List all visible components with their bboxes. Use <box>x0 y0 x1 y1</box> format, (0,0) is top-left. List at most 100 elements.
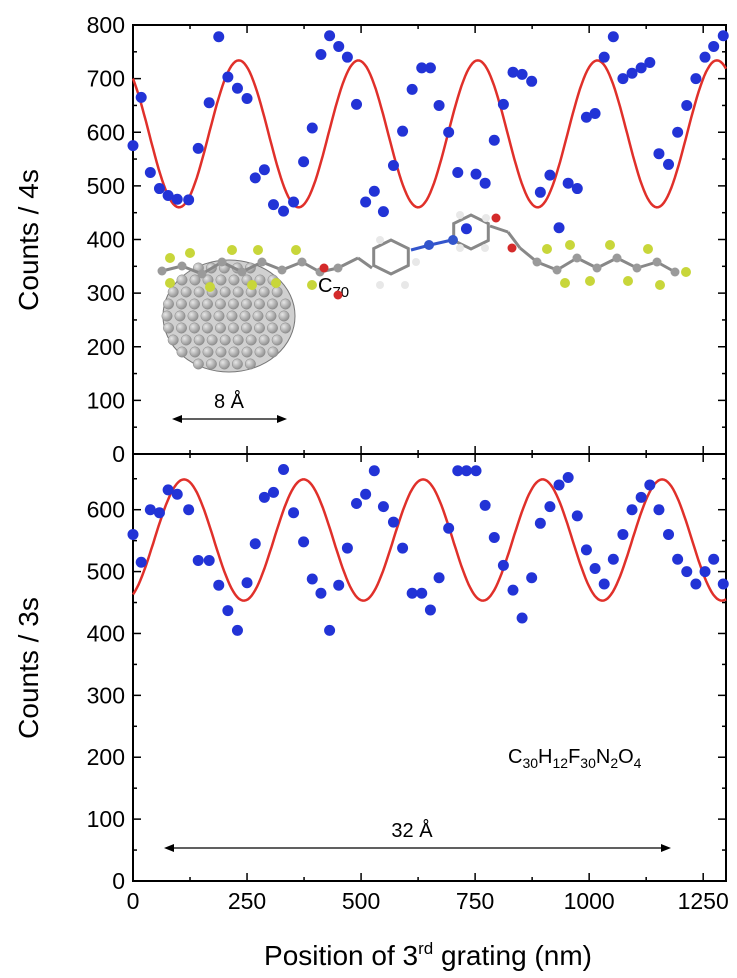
top-data-point <box>699 51 711 63</box>
x-tick-label: 500 <box>342 888 380 914</box>
bottom-data-point <box>315 587 327 599</box>
top-data-point <box>315 48 327 60</box>
x-tick-label: 750 <box>456 888 494 914</box>
top-data-point <box>708 40 720 52</box>
top-data-point <box>717 30 729 42</box>
top-data-point <box>127 140 139 152</box>
bottom-data-point <box>171 488 183 500</box>
bottom-data-point <box>571 510 583 522</box>
bottom-data-point <box>681 566 693 578</box>
top-data-point <box>298 156 310 168</box>
top-data-point <box>544 169 556 181</box>
long-molecule-scale-arrow <box>164 844 671 852</box>
y-tick-label: 0 <box>112 441 125 467</box>
bottom-data-point <box>534 517 546 529</box>
bottom-data-point <box>470 465 482 477</box>
bottom-data-point <box>663 528 675 540</box>
bottom-data-point <box>258 491 270 503</box>
bottom-data-point <box>368 465 380 477</box>
top-data-point <box>416 62 428 74</box>
bottom-data-point <box>544 501 556 513</box>
bottom-data-point <box>452 465 464 477</box>
x-tick-label: 1000 <box>564 888 615 914</box>
top-data-point <box>452 166 464 178</box>
y-tick-label: 300 <box>87 280 125 306</box>
top-data-point <box>192 142 204 154</box>
top-data-point <box>222 71 234 83</box>
bottom-data-point <box>516 612 528 624</box>
top-data-point <box>241 92 253 104</box>
top-data-point <box>617 73 629 85</box>
top-data-point <box>267 199 279 211</box>
bottom-data-point <box>377 501 389 513</box>
bottom-data-point <box>708 553 720 565</box>
bottom-data-point <box>397 542 409 554</box>
y-tick-label: 100 <box>87 806 125 832</box>
bottom-panel-frame <box>132 453 727 882</box>
bottom-data-point <box>144 504 156 516</box>
bottom-data-point <box>278 463 290 475</box>
top-data-point <box>690 73 702 85</box>
bottom-data-point <box>406 587 418 599</box>
top-data-point <box>626 67 638 79</box>
top-data-point <box>635 62 647 74</box>
bottom-data-point <box>288 507 300 519</box>
y-tick-label: 500 <box>87 173 125 199</box>
top-data-point <box>516 68 528 80</box>
top-data-point <box>351 98 363 110</box>
top-data-point <box>144 166 156 178</box>
x-tick-label: 250 <box>228 888 266 914</box>
bottom-data-point <box>324 624 336 636</box>
x-axis-title: Position of 3rd grating (nm) <box>264 939 592 971</box>
bottom-data-point <box>717 578 729 590</box>
top-data-point <box>406 83 418 95</box>
bottom-data-point <box>183 504 195 516</box>
top-data-point <box>360 196 372 208</box>
top-data-point <box>534 186 546 198</box>
bottom-data-point <box>433 572 445 584</box>
top-data-point <box>278 205 290 217</box>
bottom-data-point <box>626 504 638 516</box>
top-data-point <box>213 31 225 43</box>
bottom-data-point <box>562 472 574 484</box>
top-data-point <box>341 51 353 63</box>
bottom-data-point <box>460 465 472 477</box>
bottom-data-point <box>507 584 519 596</box>
top-data-point <box>663 158 675 170</box>
x-axis: 0 250 500 750 1000 1250 <box>127 25 729 914</box>
bottom-data-point <box>249 538 261 550</box>
bottom-data-point <box>127 528 139 540</box>
top-data-point <box>607 31 619 43</box>
bottom-data-point <box>653 504 665 516</box>
top-data-point <box>653 148 665 160</box>
top-data-point <box>324 30 336 42</box>
top-data-point <box>497 98 509 110</box>
bottom-data-point <box>589 562 601 574</box>
top-data-point <box>507 66 519 78</box>
y-tick-label: 300 <box>87 682 125 708</box>
top-data-point <box>526 75 538 87</box>
bottom-data-point <box>553 479 565 491</box>
bottom-data-point <box>231 624 243 636</box>
bottom-data-point <box>333 579 345 591</box>
y-tick-label: 600 <box>87 497 125 523</box>
top-data-point <box>571 183 583 195</box>
bottom-data-point <box>443 522 455 534</box>
top-data-point <box>672 126 684 138</box>
y-tick-label: 400 <box>87 227 125 253</box>
y-tick-label: 0 <box>112 868 125 894</box>
x-tick-label: 1250 <box>678 888 729 914</box>
bottom-data-point <box>360 488 372 500</box>
c70-formula-label: C70 <box>318 275 349 301</box>
top-data-point <box>443 126 455 138</box>
long-molecule-formula-label: C30H12F30N2O4 <box>508 746 642 771</box>
top-y-axis: 0 100 200 300 400 500 600 700 800 <box>87 12 726 467</box>
top-data-point <box>162 190 174 202</box>
top-data-point <box>203 97 215 109</box>
c70-scale-label: 8 Å <box>214 390 245 413</box>
bottom-data-point <box>306 573 318 585</box>
fluorinated-azobenzene-molecule-illustration <box>157 211 691 300</box>
bottom-data-point <box>424 604 436 616</box>
long-molecule-scale-label: 32 Å <box>391 819 433 842</box>
